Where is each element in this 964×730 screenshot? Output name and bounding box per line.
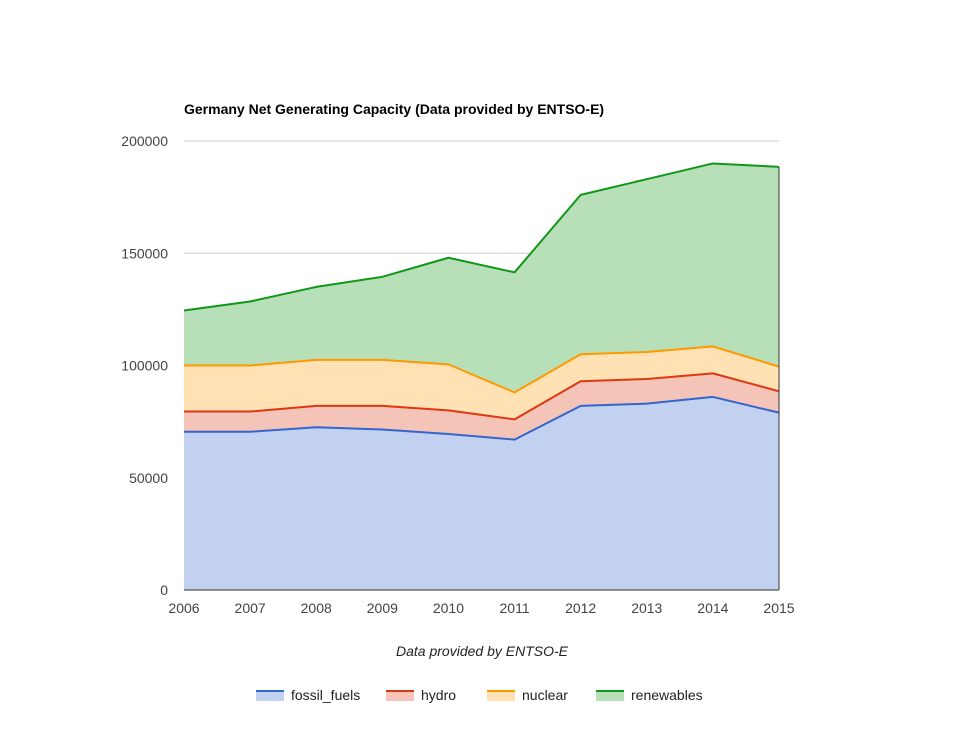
nuclear-line (184, 345, 780, 394)
legend-label: fossil_fuels (291, 687, 360, 703)
x-tick-label: 2006 (168, 600, 199, 616)
x-tick-label: 2011 (500, 600, 530, 616)
fossil_fuels-area (184, 396, 779, 590)
legend-swatch (256, 690, 284, 701)
legend-swatch (596, 690, 624, 701)
x-tick-label: 2007 (235, 600, 266, 616)
legend-label: renewables (631, 687, 703, 703)
x-tick-label: 2009 (367, 600, 398, 616)
legend-item-renewables: renewables (596, 687, 703, 703)
y-tick-label: 0 (160, 582, 168, 598)
legend-label: nuclear (522, 687, 568, 703)
x-tick-label: 2015 (763, 600, 794, 616)
x-tick-label: 2013 (631, 600, 662, 616)
x-tick-labels: 2006 2007 2008 2009 2010 2011 2012 2013 2014 2015 (168, 600, 794, 616)
x-axis-label: Data provided by ENTSO-E (396, 643, 569, 659)
y-tick-label: 200000 (121, 133, 168, 149)
y-tick-labels: 0 50000 100000 150000 200000 (121, 133, 168, 598)
x-tick-label: 2008 (301, 600, 332, 616)
renewables-area (184, 163, 779, 393)
x-tick-label: 2012 (565, 600, 596, 616)
hydro-line (184, 372, 780, 421)
legend-swatch (386, 690, 414, 701)
legend: fossil_fuels hydro nuclear renewables (256, 687, 703, 703)
nuclear-area (184, 346, 779, 420)
x-tick-label: 2010 (433, 600, 464, 616)
fossil_fuels-line (184, 395, 780, 441)
series-areas (184, 163, 779, 590)
legend-swatch (487, 690, 515, 701)
legend-item-hydro: hydro (386, 687, 456, 703)
legend-item-nuclear: nuclear (487, 687, 568, 703)
y-tick-label: 50000 (129, 470, 168, 486)
legend-item-fossil_fuels: fossil_fuels (256, 687, 360, 703)
series-lines (183, 162, 780, 441)
hydro-area (184, 373, 779, 440)
axes (184, 166, 780, 591)
legend-label: hydro (421, 687, 456, 703)
y-tick-label: 150000 (121, 245, 168, 261)
chart-title: Germany Net Generating Capacity (Data pr… (184, 101, 604, 117)
renewables-line (183, 162, 780, 312)
x-tick-label: 2014 (697, 600, 728, 616)
y-tick-label: 100000 (121, 358, 168, 374)
